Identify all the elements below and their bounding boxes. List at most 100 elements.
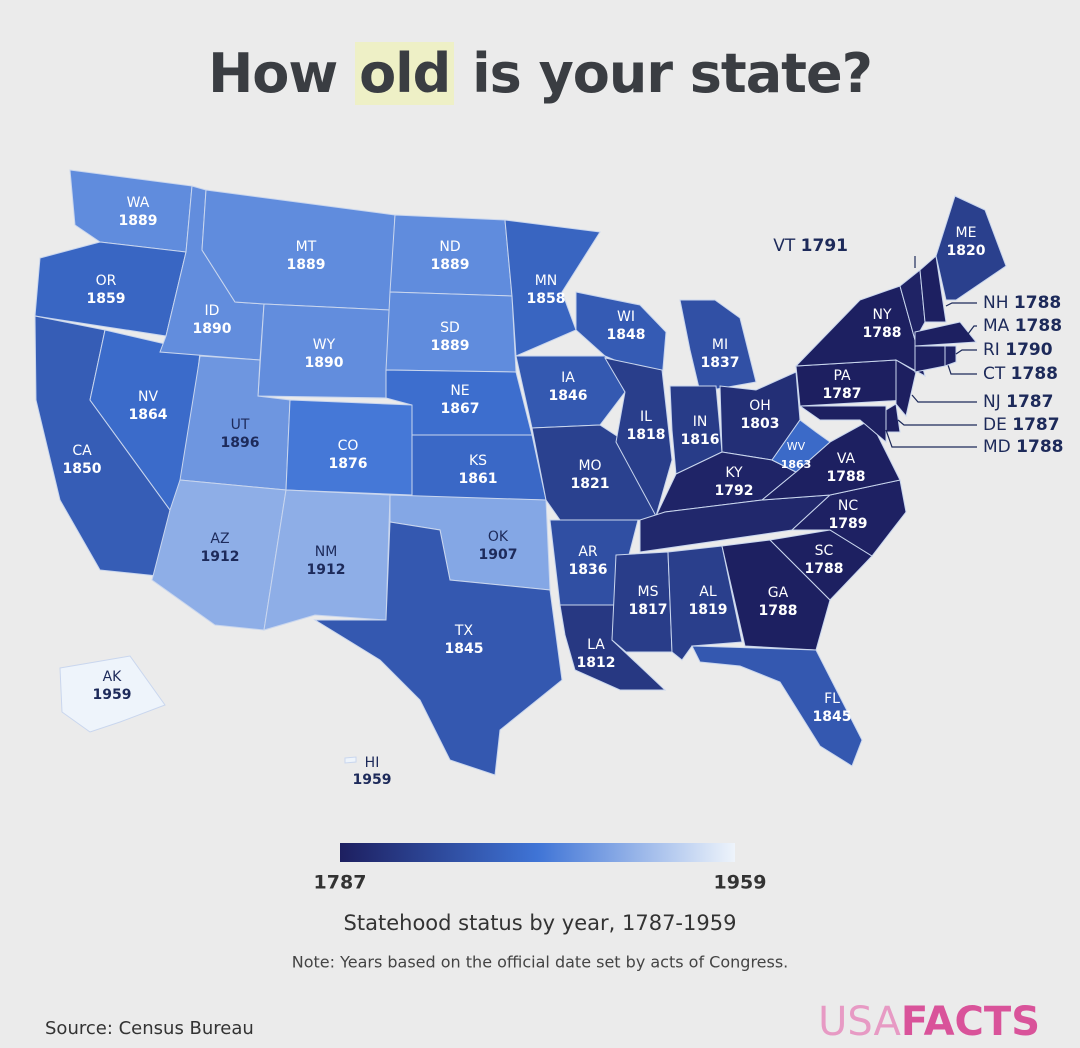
state-abbr: MI <box>712 337 728 353</box>
state-label: VT 1791 <box>773 236 848 256</box>
state-year: 1789 <box>829 516 868 532</box>
state-year: 1890 <box>193 321 232 337</box>
state-abbr: NM <box>315 544 338 560</box>
state <box>263 489 391 631</box>
state <box>919 255 947 323</box>
state-abbr: GA <box>768 585 789 601</box>
state-year: 1837 <box>701 355 740 371</box>
state-year: 1889 <box>119 213 158 229</box>
state-year: 1889 <box>431 338 470 354</box>
state-year: 1889 <box>287 257 326 273</box>
state-abbr: RI <box>983 340 1000 360</box>
state-abbr: OK <box>488 529 509 545</box>
title-highlight: old <box>355 42 455 105</box>
logo: USAFACTS <box>818 999 1040 1045</box>
state-year: 1820 <box>947 243 986 259</box>
state-abbr: CT <box>983 364 1006 384</box>
state-year: 1788 <box>1011 364 1058 384</box>
state-abbr: AR <box>578 544 598 560</box>
leader-line <box>955 349 977 355</box>
state-abbr: SC <box>815 543 834 559</box>
state-year: 1812 <box>577 655 616 671</box>
state-year: 1836 <box>569 562 608 578</box>
state-year: 1890 <box>305 355 344 371</box>
state-abbr: IA <box>561 370 575 386</box>
source: Source: Census Bureau <box>45 1018 254 1039</box>
leader-line <box>885 429 977 448</box>
state <box>895 359 917 418</box>
state-abbr: UT <box>231 417 250 433</box>
state-abbr: ND <box>439 239 460 255</box>
state <box>771 419 831 473</box>
state-abbr: CA <box>72 443 92 459</box>
state-abbr: KS <box>469 453 487 469</box>
state-year: 1876 <box>329 456 368 472</box>
title: How old is your state? <box>0 42 1080 105</box>
state-year: 1845 <box>813 709 852 725</box>
state-year: 1912 <box>201 549 240 565</box>
state-abbr: CO <box>338 438 359 454</box>
state-abbr: AK <box>103 669 123 685</box>
state-year: 1959 <box>93 687 132 703</box>
state <box>344 756 357 764</box>
state-abbr: LA <box>587 637 605 653</box>
state-abbr: WI <box>617 309 635 325</box>
state-label: DE 1787 <box>983 415 1060 435</box>
state-label: NH 1788 <box>983 293 1061 313</box>
state-year: 1821 <box>571 476 610 492</box>
state-year: 1845 <box>445 641 484 657</box>
state-abbr: AL <box>699 584 717 600</box>
state-year: 1848 <box>607 327 646 343</box>
state-year: 1867 <box>441 401 480 417</box>
state-year: 1788 <box>759 603 798 619</box>
note: Note: Years based on the official date s… <box>292 953 789 972</box>
state-abbr: NY <box>872 307 891 323</box>
state-abbr: FL <box>824 691 840 707</box>
state-label: MD 1788 <box>983 437 1064 457</box>
state <box>798 405 887 444</box>
state-year: 1861 <box>459 471 498 487</box>
state <box>721 539 831 651</box>
leader-line <box>897 419 977 426</box>
state <box>760 419 901 501</box>
leader-line <box>945 302 977 307</box>
state-abbr: IL <box>640 409 652 425</box>
state <box>389 214 513 297</box>
state-year: 1792 <box>715 483 754 499</box>
state-label: CT 1788 <box>983 364 1058 384</box>
leader-line <box>967 325 977 335</box>
state-year: 1819 <box>689 602 728 618</box>
state <box>515 355 626 429</box>
state <box>69 169 193 253</box>
state-year: 1896 <box>221 435 260 451</box>
state-abbr: VT <box>773 236 796 256</box>
state-year: 1788 <box>863 325 902 341</box>
state-year: 1859 <box>87 291 126 307</box>
state-abbr: SD <box>440 320 460 336</box>
state-year: 1889 <box>431 257 470 273</box>
state-abbr: IN <box>693 414 708 430</box>
state-abbr: MN <box>535 273 558 289</box>
state <box>679 299 757 393</box>
state <box>914 321 977 347</box>
state <box>611 551 673 653</box>
state-abbr: DE <box>983 415 1007 435</box>
legend-min: 1787 <box>314 872 367 894</box>
state <box>691 645 863 767</box>
state-abbr: ID <box>205 303 220 319</box>
state-abbr: KY <box>725 465 743 481</box>
title-part: is your state? <box>472 42 873 105</box>
state-abbr: TX <box>454 623 474 639</box>
state-abbr: NJ <box>983 392 1001 412</box>
state-abbr: NC <box>838 498 858 514</box>
state-year: 1912 <box>307 562 346 578</box>
state-year: 1846 <box>549 388 588 404</box>
legend-bar <box>340 843 735 862</box>
state-year: 1787 <box>1012 415 1059 435</box>
state-year: 1787 <box>823 386 862 402</box>
leader-line <box>911 394 977 403</box>
state <box>944 345 957 367</box>
state-year: 1790 <box>1005 340 1052 360</box>
